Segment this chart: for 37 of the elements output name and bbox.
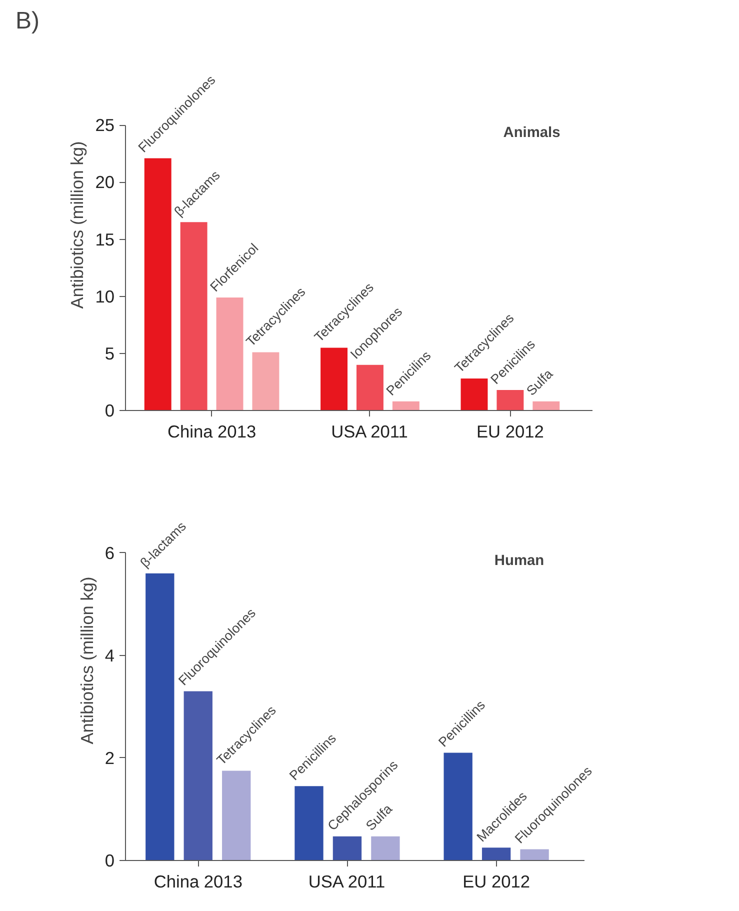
y-tick-label: 0	[104, 850, 115, 870]
x-tick-label: EU 2012	[462, 872, 530, 892]
x-tick-label: USA 2011	[308, 872, 386, 892]
bar	[180, 222, 208, 410]
bar	[222, 770, 251, 860]
y-tick-label: 15	[95, 229, 115, 250]
bar	[146, 573, 174, 860]
y-tick-label: 5	[104, 343, 115, 364]
bar	[371, 836, 400, 860]
bar	[184, 691, 212, 860]
y-axis-title: Antibiotics (million kg)	[76, 576, 97, 744]
bar	[520, 849, 549, 860]
bar	[460, 378, 488, 410]
text: B)	[16, 8, 40, 34]
y-tick-label: 25	[95, 115, 115, 136]
chart-title: Human	[494, 552, 544, 569]
x-tick-label: China 2013	[167, 422, 256, 442]
x-tick-label: EU 2012	[476, 422, 544, 442]
x-tick-label: USA 2011	[331, 422, 408, 442]
bar	[482, 848, 511, 860]
bar	[444, 752, 472, 860]
bar	[532, 401, 560, 410]
y-axis-title: Antibiotics (million kg)	[67, 141, 88, 309]
bar	[216, 297, 244, 410]
chart-title: Animals	[503, 125, 560, 142]
y-tick-label: 6	[104, 542, 115, 563]
bar	[496, 390, 524, 410]
y-tick-label: 4	[104, 645, 115, 666]
x-tick-label: China 2013	[154, 872, 242, 892]
bar	[252, 352, 280, 410]
y-tick-label: 2	[104, 748, 115, 768]
bar	[332, 836, 362, 860]
bar	[144, 158, 172, 410]
y-tick-label: 10	[95, 286, 115, 306]
y-tick-label: 20	[95, 172, 115, 192]
y-tick-label: 0	[104, 400, 115, 420]
bar	[294, 786, 324, 860]
